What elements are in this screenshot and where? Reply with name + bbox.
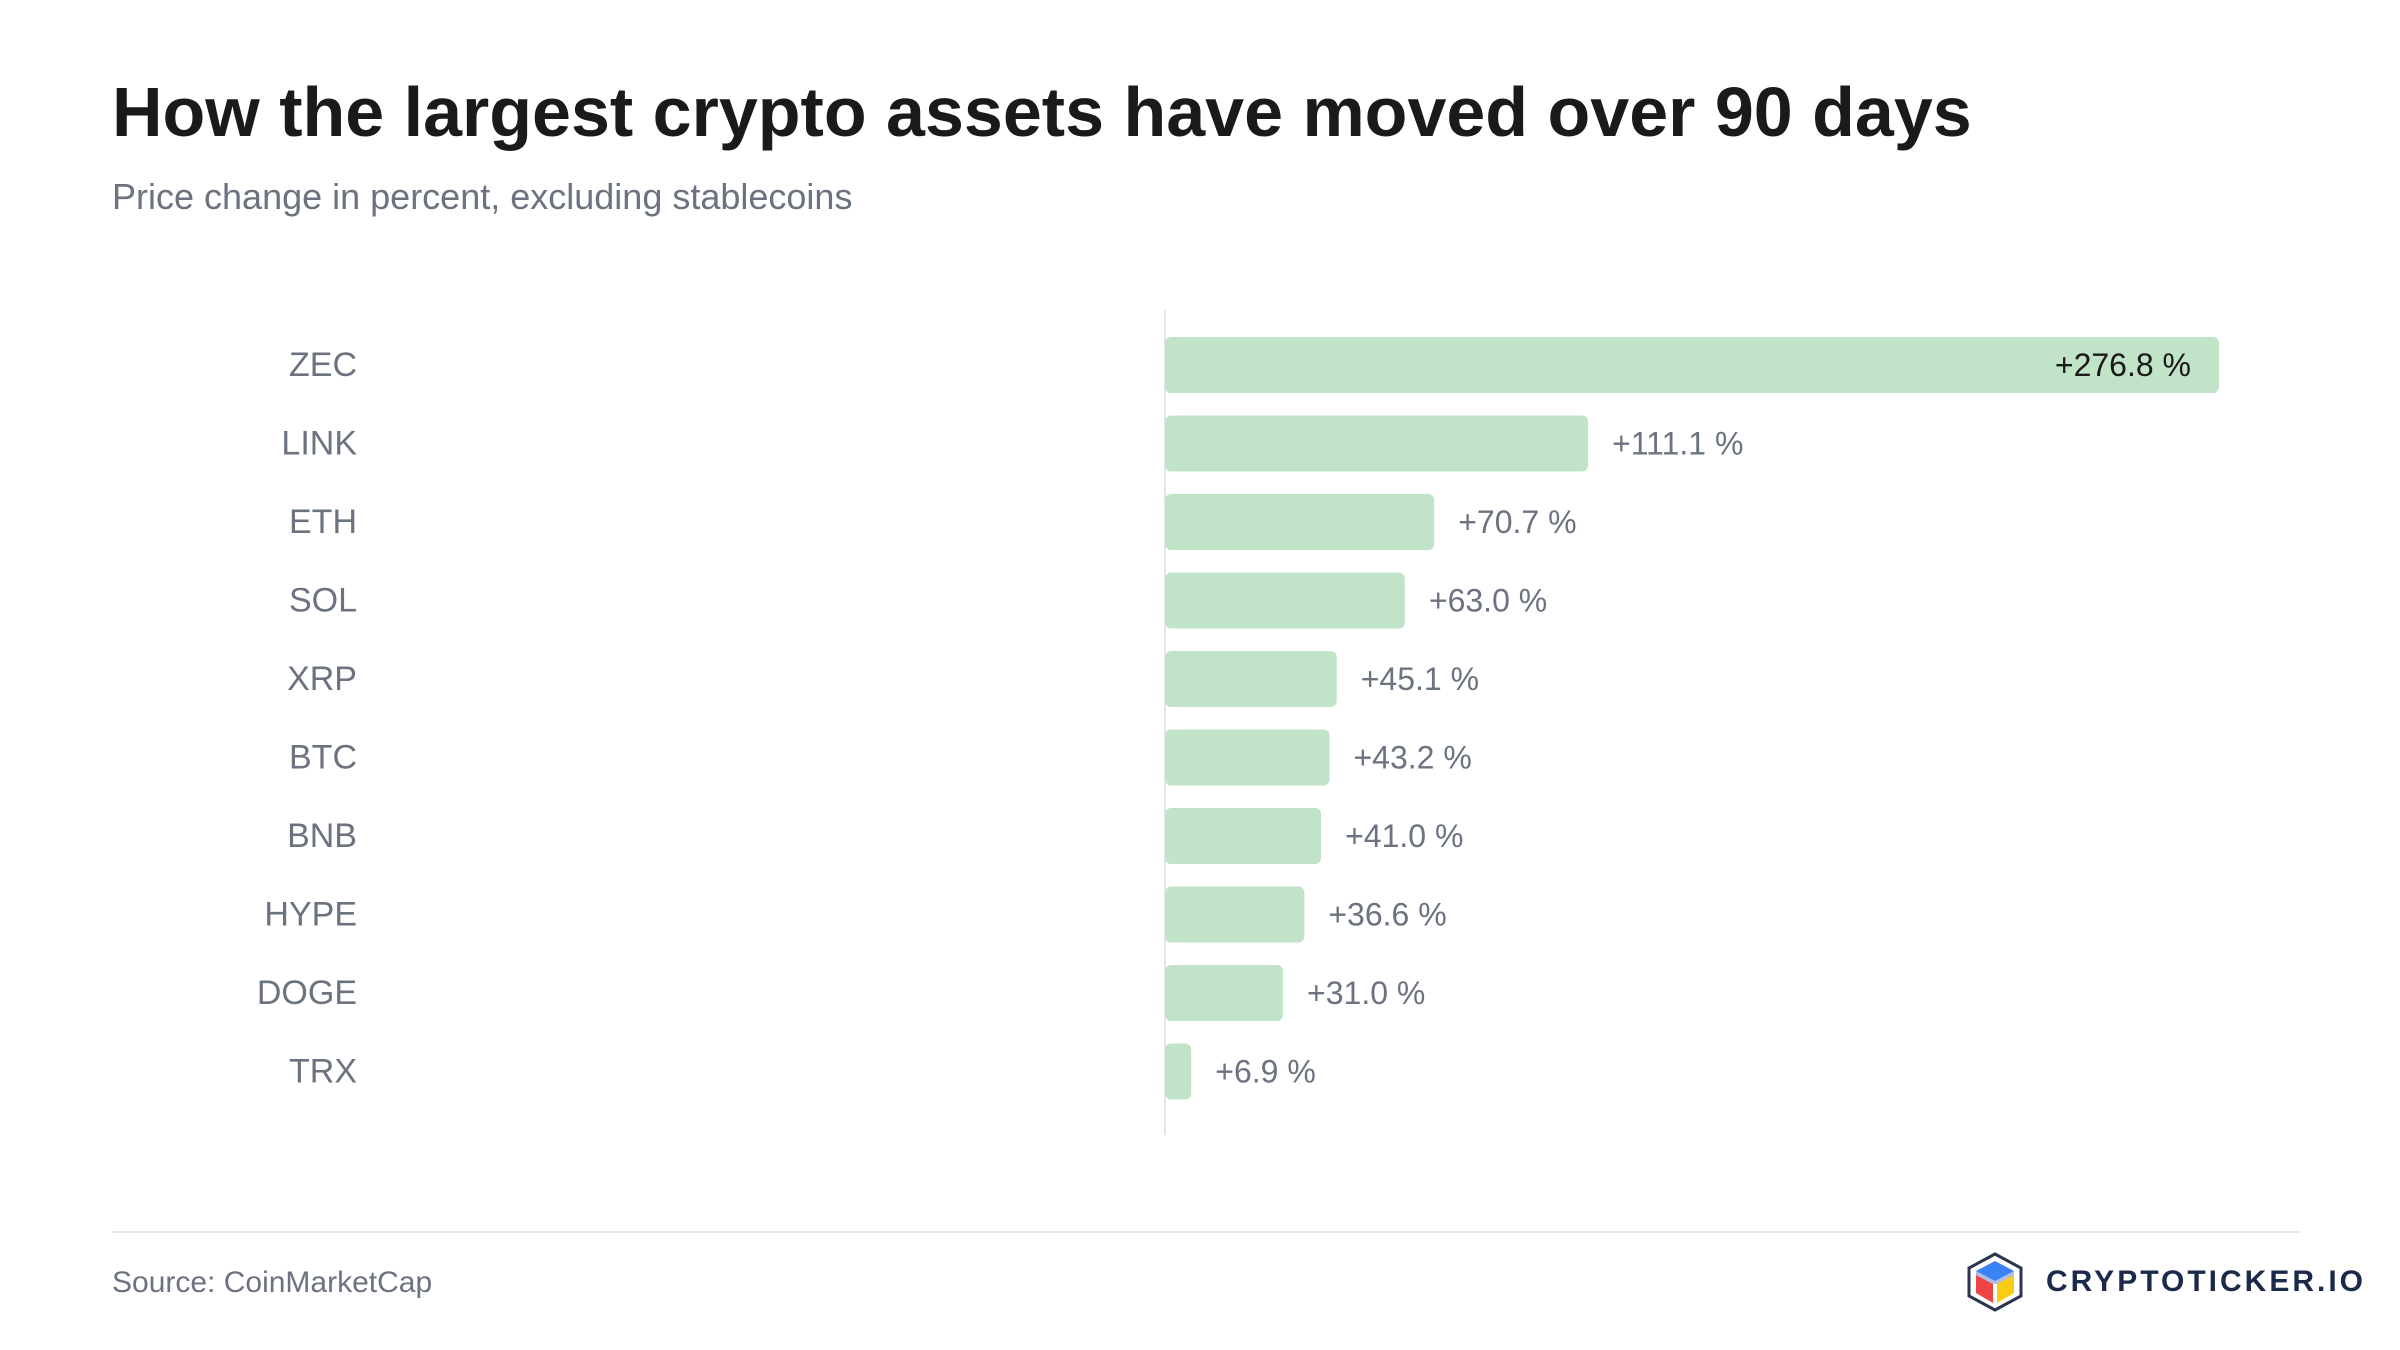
- source-note: Source: CoinMarketCap: [112, 1266, 433, 1299]
- brand-logo: CRYPTOTICKER.IO: [1964, 1250, 2366, 1314]
- value-label-hype: +36.6 %: [1328, 897, 1446, 933]
- value-label-sol: +63.0 %: [1429, 583, 1547, 619]
- category-label-sol: SOL: [289, 582, 357, 620]
- value-label-btc: +43.2 %: [1353, 740, 1471, 776]
- bar-bnb: [1165, 808, 1322, 864]
- bar-doge: [1165, 965, 1284, 1021]
- bar-zec: [1165, 337, 2219, 393]
- value-label-zec: +276.8 %: [2055, 347, 2191, 383]
- bar-xrp: [1165, 651, 1337, 707]
- bar-btc: [1165, 729, 1330, 786]
- bar-link: [1165, 415, 1589, 472]
- value-label-bnb: +41.0 %: [1345, 818, 1463, 854]
- footer-divider: [112, 1231, 2300, 1233]
- value-label-link: +111.1 %: [1612, 426, 1743, 462]
- value-label-trx: +6.9 %: [1215, 1054, 1316, 1090]
- bar-eth: [1165, 494, 1435, 550]
- category-label-doge: DOGE: [257, 974, 357, 1012]
- bar-hype: [1165, 886, 1305, 943]
- category-label-xrp: XRP: [287, 660, 357, 698]
- value-label-xrp: +45.1 %: [1361, 661, 1479, 697]
- category-label-hype: HYPE: [264, 896, 357, 934]
- category-label-trx: TRX: [289, 1053, 357, 1091]
- category-label-btc: BTC: [289, 739, 357, 777]
- bar-chart: ZEC +276.8 % LINK +111.1 % ETH +70.7 % SOL +63.…: [257, 310, 2219, 1135]
- category-label-link: LINK: [281, 425, 357, 463]
- chart-title: How the largest crypto assets have moved…: [112, 73, 1972, 151]
- category-label-zec: ZEC: [289, 346, 357, 384]
- cube-logo-icon: [1967, 1252, 2023, 1312]
- bar-sol: [1165, 572, 1405, 629]
- brand-name: CRYPTOTICKER.IO: [2045, 1265, 2366, 1298]
- category-label-eth: ETH: [289, 503, 357, 541]
- bars-group: ZEC +276.8 % LINK +111.1 % ETH +70.7 % SOL +63.…: [257, 337, 2219, 1100]
- value-label-doge: +31.0 %: [1307, 975, 1425, 1011]
- category-label-bnb: BNB: [287, 817, 357, 855]
- chart-subtitle: Price change in percent, excluding stabl…: [112, 176, 853, 217]
- value-label-eth: +70.7 %: [1458, 504, 1576, 540]
- bar-trx: [1165, 1043, 1192, 1100]
